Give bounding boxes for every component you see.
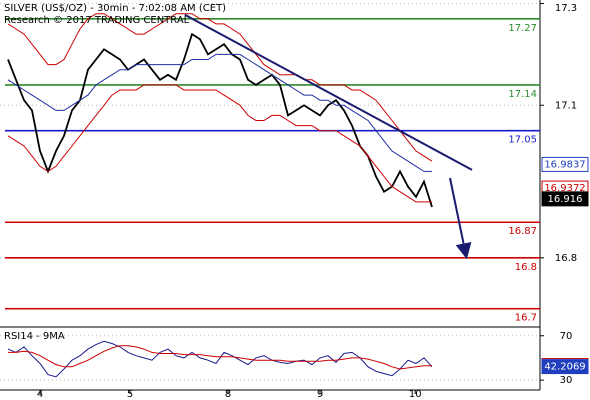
- series-line: [7, 340, 433, 378]
- price-tag-box: [541, 156, 589, 172]
- price-tag-box: [541, 191, 589, 207]
- level-label: 16.8: [515, 262, 537, 273]
- chart-title: RSI14 - 9MA: [4, 331, 65, 342]
- price-tag: 16.9837: [544, 159, 585, 170]
- price-tag-box: [541, 359, 589, 375]
- y-tick-label: 17.1: [555, 100, 577, 111]
- y-tick-label: 70: [560, 331, 573, 342]
- x-tick-label: 10: [409, 389, 422, 400]
- level-label: 17.05: [508, 135, 537, 146]
- y-tick-label: 17.3: [555, 3, 577, 14]
- level-label: 16.87: [508, 226, 537, 237]
- series-line: [7, 53, 432, 172]
- x-tick-label: 5: [127, 389, 133, 400]
- series-line: [7, 13, 433, 162]
- price-tag: 42.2069: [544, 362, 585, 373]
- trendline: [184, 13, 473, 171]
- y-tick-label: 30: [560, 375, 573, 386]
- arrow: [449, 177, 472, 260]
- x-tick-label: 9: [317, 389, 323, 400]
- price-tag: 16.916: [548, 194, 583, 205]
- chart-title: SILVER (US$/OZ) - 30min - 7:02:08 AM (CE…: [4, 3, 226, 14]
- price-tag: 16.9372: [544, 183, 585, 194]
- level-label: 17.27: [508, 23, 537, 34]
- series-line: [8, 345, 432, 370]
- y-tick-label: 16.8: [555, 253, 577, 264]
- level-label: 16.7: [515, 313, 537, 324]
- x-tick-label: 8: [225, 389, 231, 400]
- series-line: [7, 84, 432, 203]
- level-label: 17.14: [508, 89, 537, 100]
- chart-subtitle: Research © 2017 TRADING CENTRAL: [4, 15, 190, 26]
- x-tick-label: 4: [37, 389, 43, 400]
